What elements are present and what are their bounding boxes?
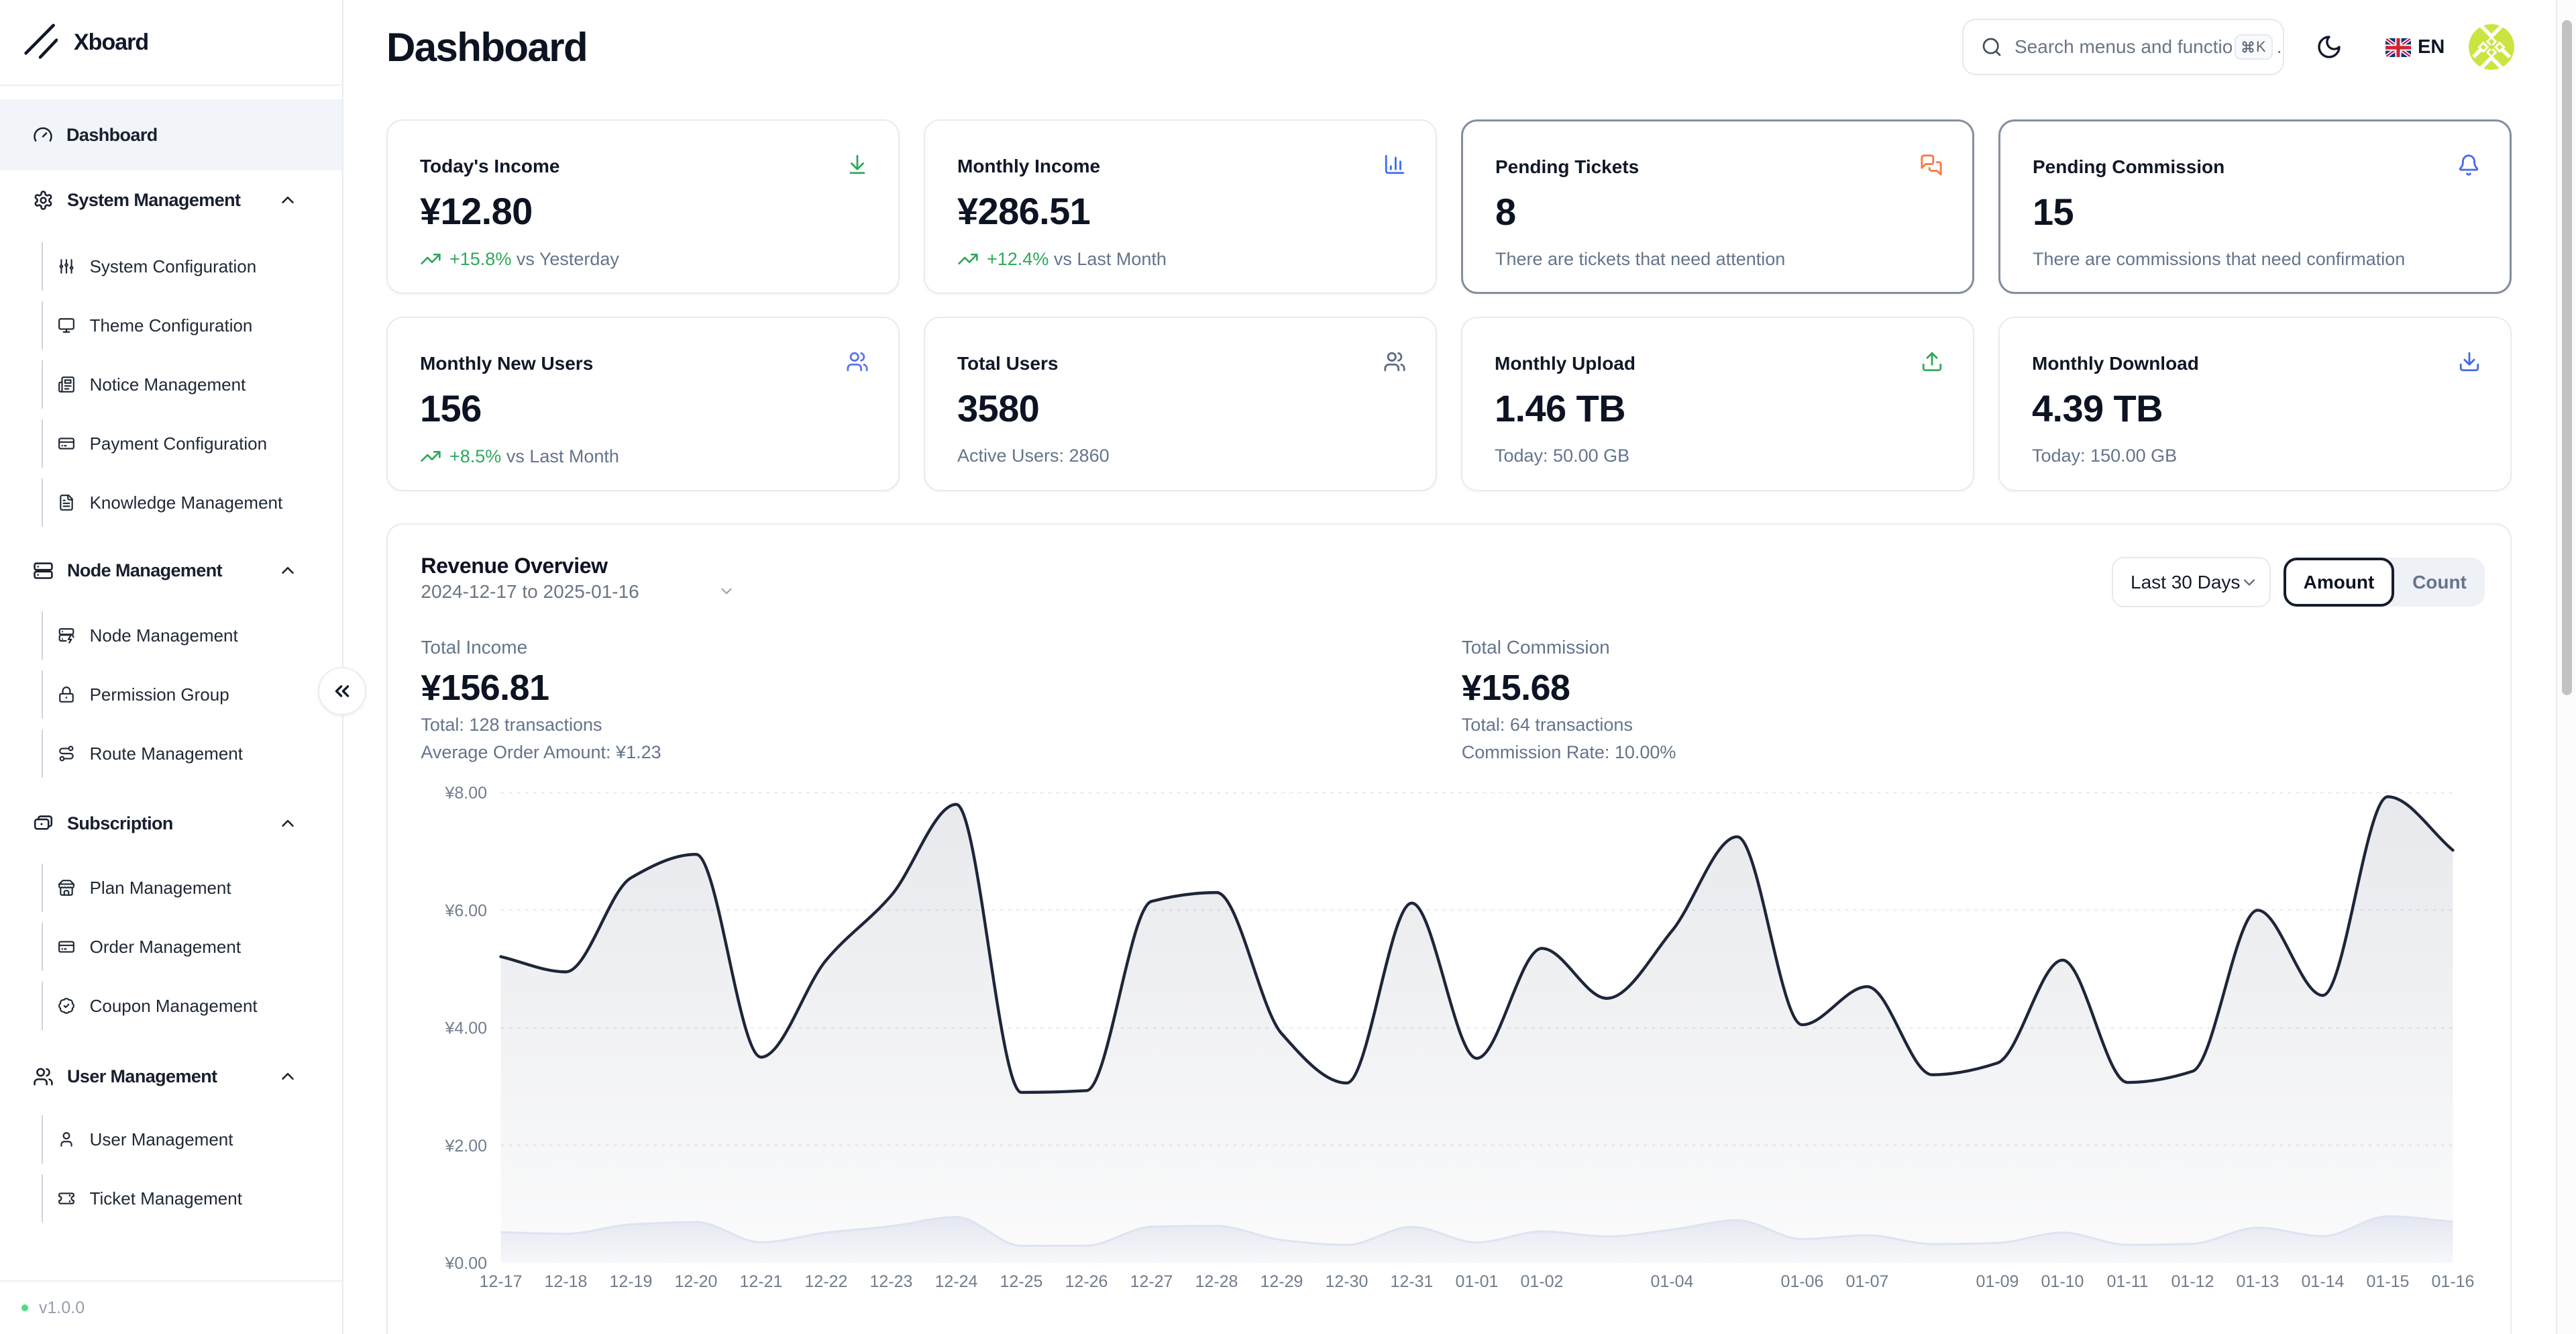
svg-text:12-26: 12-26 xyxy=(1065,1272,1108,1291)
svg-text:12-19: 12-19 xyxy=(610,1272,653,1291)
svg-text:¥6.00: ¥6.00 xyxy=(444,901,487,920)
svg-text:¥0.00: ¥0.00 xyxy=(444,1254,487,1273)
svg-text:01-01: 01-01 xyxy=(1456,1272,1499,1291)
svg-text:01-04: 01-04 xyxy=(1651,1272,1694,1291)
svg-text:01-06: 01-06 xyxy=(1781,1272,1824,1291)
svg-text:12-24: 12-24 xyxy=(935,1272,978,1291)
svg-text:01-02: 01-02 xyxy=(1521,1272,1564,1291)
svg-text:12-27: 12-27 xyxy=(1130,1272,1173,1291)
svg-text:01-13: 01-13 xyxy=(2237,1272,2279,1291)
svg-text:01-09: 01-09 xyxy=(1976,1272,2019,1291)
svg-text:12-17: 12-17 xyxy=(480,1272,523,1291)
svg-text:12-30: 12-30 xyxy=(1326,1272,1368,1291)
svg-text:12-29: 12-29 xyxy=(1260,1272,1303,1291)
svg-text:01-12: 01-12 xyxy=(2171,1272,2214,1291)
svg-text:12-20: 12-20 xyxy=(675,1272,718,1291)
svg-text:01-14: 01-14 xyxy=(2302,1272,2345,1291)
svg-text:12-25: 12-25 xyxy=(1000,1272,1043,1291)
svg-text:12-23: 12-23 xyxy=(870,1272,913,1291)
svg-text:01-15: 01-15 xyxy=(2367,1272,2410,1291)
svg-text:01-11: 01-11 xyxy=(2106,1272,2148,1291)
svg-text:12-18: 12-18 xyxy=(545,1272,588,1291)
svg-text:12-31: 12-31 xyxy=(1391,1272,1434,1291)
svg-text:01-07: 01-07 xyxy=(1846,1272,1889,1291)
svg-text:¥8.00: ¥8.00 xyxy=(444,784,487,803)
svg-text:01-10: 01-10 xyxy=(2041,1272,2084,1291)
svg-text:12-28: 12-28 xyxy=(1195,1272,1238,1291)
svg-text:¥4.00: ¥4.00 xyxy=(444,1019,487,1038)
svg-text:01-16: 01-16 xyxy=(2432,1272,2475,1291)
svg-text:12-22: 12-22 xyxy=(805,1272,848,1291)
svg-text:12-21: 12-21 xyxy=(740,1272,783,1291)
svg-text:¥2.00: ¥2.00 xyxy=(444,1137,487,1156)
